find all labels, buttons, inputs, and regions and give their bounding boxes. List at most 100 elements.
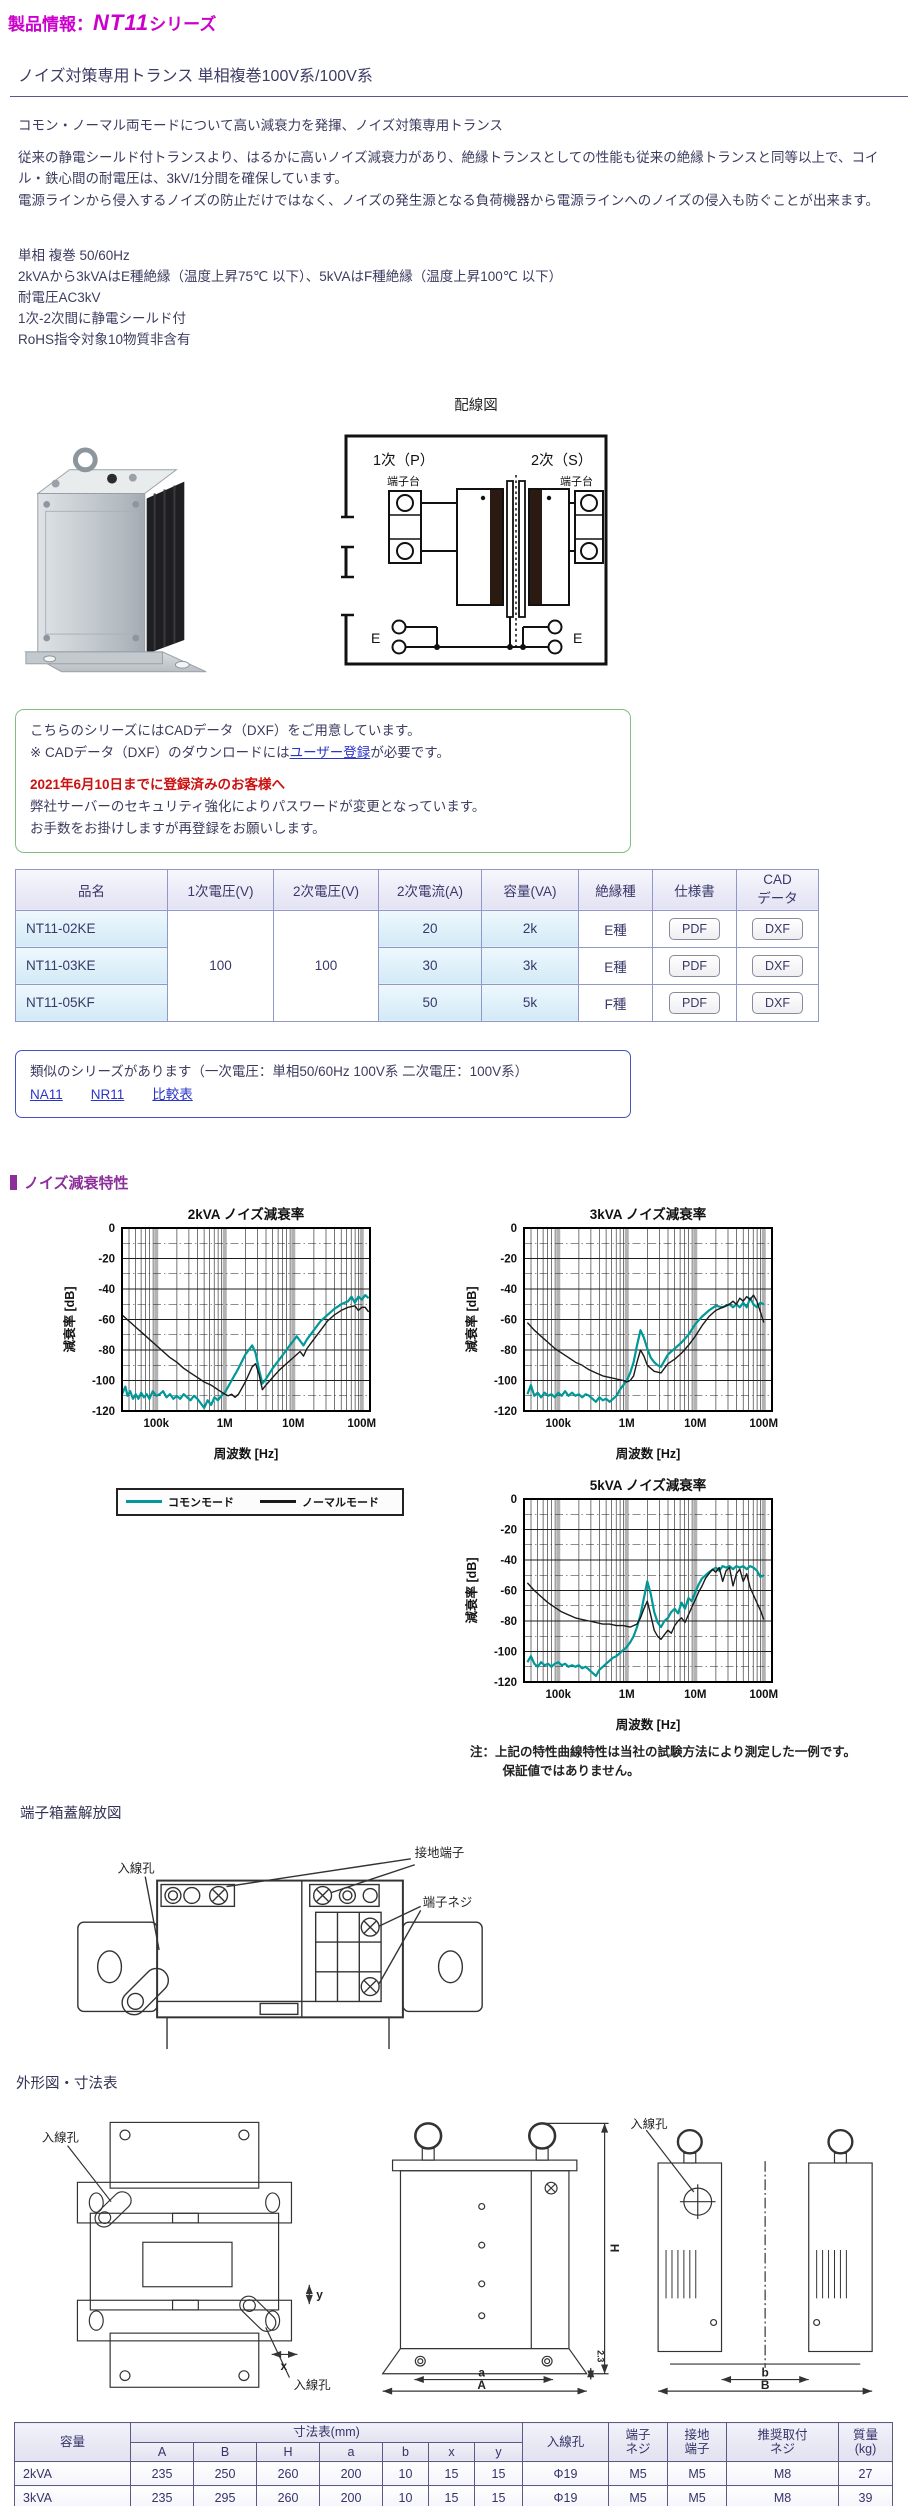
title-divider [10, 96, 908, 97]
dim-other-cell: Φ19 [522, 2461, 609, 2487]
dim-other-cell: M5 [667, 2461, 727, 2487]
similar-series-link[interactable]: NR11 [90, 1087, 125, 1103]
svg-text:100k: 100k [545, 1689, 571, 1701]
terminal-section-heading: 端子箱蓋解放図 [20, 1806, 122, 1823]
dim-value-cell: 295 [193, 2485, 257, 2506]
legend-common-label: コモンモード [168, 1496, 234, 1509]
svg-text:減衰率 [dB]: 減衰率 [dB] [464, 1557, 479, 1623]
svg-text:0: 0 [511, 1223, 517, 1235]
noise-section-header: ノイズ減衰特性 [10, 1172, 914, 1193]
spec-sheet-cell: PDF [652, 946, 737, 985]
dim-value-cell: 10 [382, 2461, 429, 2487]
header-prefix: 製品情報： [8, 15, 93, 34]
spec-list: 単相 複巻 50/60Hz 2kVAから3kVAはE種絶縁（温度上昇75℃ 以下）… [18, 245, 914, 350]
secondary-current-cell: 30 [378, 946, 482, 985]
svg-text:-100: -100 [494, 1375, 517, 1387]
cad-line1: こちらのシリーズにはCADデータ（DXF）をご用意しています。 [30, 723, 421, 739]
pdf-button[interactable]: PDF [669, 954, 720, 977]
common-mode-line-icon [126, 1500, 162, 1504]
svg-text:10M: 10M [684, 1689, 706, 1701]
spec-item: 2kVAから3kVAはE種絶縁（温度上昇75℃ 以下）、5kVAはF種絶縁（温度… [18, 269, 563, 285]
svg-text:周波数 [Hz]: 周波数 [Hz] [214, 1446, 279, 1461]
cad-data-cell: DXF [736, 909, 819, 948]
svg-text:-80: -80 [500, 1616, 517, 1628]
svg-text:-60: -60 [500, 1314, 517, 1326]
terminal-box-section: 端子箱蓋解放図 [20, 1802, 914, 2058]
pdf-button[interactable]: PDF [669, 917, 720, 940]
svg-text:100k: 100k [545, 1418, 571, 1430]
capacity-cell: 5k [481, 983, 579, 1022]
svg-text:0: 0 [511, 1494, 517, 1506]
dim-other-cell: M5 [608, 2485, 668, 2506]
inlet-hole-label-sideview: 入線孔 [630, 2117, 667, 2132]
svg-text:1M: 1M [619, 1689, 635, 1701]
similar-series-link[interactable]: 比較表 [152, 1087, 193, 1103]
svg-text:減衰率 [dB]: 減衰率 [dB] [62, 1286, 77, 1352]
dxf-button[interactable]: DXF [752, 991, 803, 1014]
terminal-screw-label: 端子ネジ [423, 1896, 473, 1910]
dxf-button[interactable]: DXF [752, 917, 803, 940]
secondary-label: 2次（S） [531, 452, 592, 469]
primary-label: 1次（P） [373, 452, 434, 469]
terminal-label-left: 端子台 [387, 474, 420, 488]
dim-x-label: x [281, 2360, 288, 2373]
user-registration-link[interactable]: ユーザー登録 [289, 745, 371, 761]
svg-text:3kVA ノイズ減衰率: 3kVA ノイズ減衰率 [590, 1206, 707, 1222]
terminal-label-right: 端子台 [560, 474, 593, 488]
product-name-cell: NT11-03KE [15, 946, 168, 985]
svg-text:周波数 [Hz]: 周波数 [Hz] [616, 1446, 681, 1461]
dim-y-label: y [316, 2289, 323, 2302]
dim-other-cell: M8 [726, 2461, 839, 2487]
dim-capacity-cell: 2kVA [14, 2461, 131, 2487]
product-name-cell: NT11-05KF [15, 983, 168, 1022]
product-table-header-row: 品名 1次電圧(V) 2次電圧(V) 2次電流(A) 容量(VA) 絶縁種 仕様書 CAD デ… [15, 868, 819, 911]
primary-voltage-cell: 100 [167, 909, 274, 1022]
dim-letter-header: H [256, 2441, 320, 2463]
svg-text:1M: 1M [619, 1418, 635, 1430]
chart-note-line1: 注：上記の特性曲線特性は当社の試験方法により測定した一例です。 [470, 1744, 857, 1759]
spec-sheet-cell: PDF [652, 983, 737, 1022]
product-column-header: 仕様書 [652, 868, 737, 911]
dims-header: 寸法表(mm) [130, 2422, 523, 2443]
capacity-cell: 2k [481, 909, 579, 948]
chart-2kva: 2kVA ノイズ減衰率 0 -20 -40 -60 -80 -100 -120 100k 1M 10… [56, 1203, 404, 1464]
wiring-diagram-image: 1次（P） 端子台 2次（S） 端子台 [341, 434, 608, 666]
svg-text:減衰率 [dB]: 減衰率 [dB] [464, 1286, 479, 1352]
dim-other-header: 入線孔 [522, 2422, 609, 2463]
chart-note: 注：上記の特性曲線特性は当社の試験方法により測定した一例です。 保証値ではありま… [470, 1743, 856, 1781]
page-title: ノイズ対策専用トランス 単相複巻100V系/100V系 [18, 68, 373, 85]
svg-text:5kVA ノイズ減衰率: 5kVA ノイズ減衰率 [590, 1477, 707, 1493]
noise-chart-image: 5kVA ノイズ減衰率 0 -20 -40 -60 -80 -100 -120 100k 1M 10… [464, 1477, 778, 1732]
dim-other-header: 推奨取付 ネジ [726, 2422, 839, 2463]
dim-table-row: 2kVA 235 250 260 200 10 15 15 Φ19 M5 M5 M8 27 [14, 2461, 893, 2487]
svg-text:-120: -120 [92, 1406, 115, 1418]
svg-text:-120: -120 [494, 1406, 517, 1418]
terminal-box-diagram: 入線孔 接地端子 端子ネジ [60, 1835, 914, 2058]
dim-other-cell: M8 [726, 2485, 839, 2506]
pdf-button[interactable]: PDF [669, 991, 720, 1014]
header-suffix: シリーズ [149, 15, 217, 34]
inlet-hole-label-topview: 入線孔 [42, 2130, 79, 2145]
dim-value-cell: 260 [256, 2461, 320, 2487]
dim-letter-header: x [428, 2441, 475, 2463]
product-column-header: 2次電流(A) [378, 868, 482, 911]
dim-other-cell: 39 [838, 2485, 893, 2506]
cad-notice-body2: お手数をお掛けしますが再登録をお願いします。 [30, 820, 326, 836]
svg-text:10M: 10M [282, 1418, 304, 1430]
dim-other-cell: M5 [667, 2485, 727, 2506]
dim-letter-header: A [130, 2441, 194, 2463]
similar-series-link[interactable]: NA11 [30, 1087, 63, 1103]
dim-value-cell: 200 [319, 2485, 383, 2506]
chart-3kva: 3kVA ノイズ減衰率 0 -20 -40 -60 -80 -100 -120 100k 1M 10… [458, 1203, 856, 1464]
chart-note-line2: 保証値ではありません。 [502, 1763, 640, 1778]
product-column-header: 1次電圧(V) [167, 868, 274, 911]
inlet-hole-label-bottom: 入線孔 [293, 2378, 330, 2393]
page-header: 製品情報：NT11シリーズ [0, 0, 914, 36]
svg-text:2kVA ノイズ減衰率: 2kVA ノイズ減衰率 [188, 1206, 305, 1222]
svg-text:-60: -60 [500, 1585, 517, 1597]
series-name: NT11 [93, 10, 150, 35]
dxf-button[interactable]: DXF [752, 954, 803, 977]
cad-line2-post: が必要です。 [370, 745, 450, 761]
